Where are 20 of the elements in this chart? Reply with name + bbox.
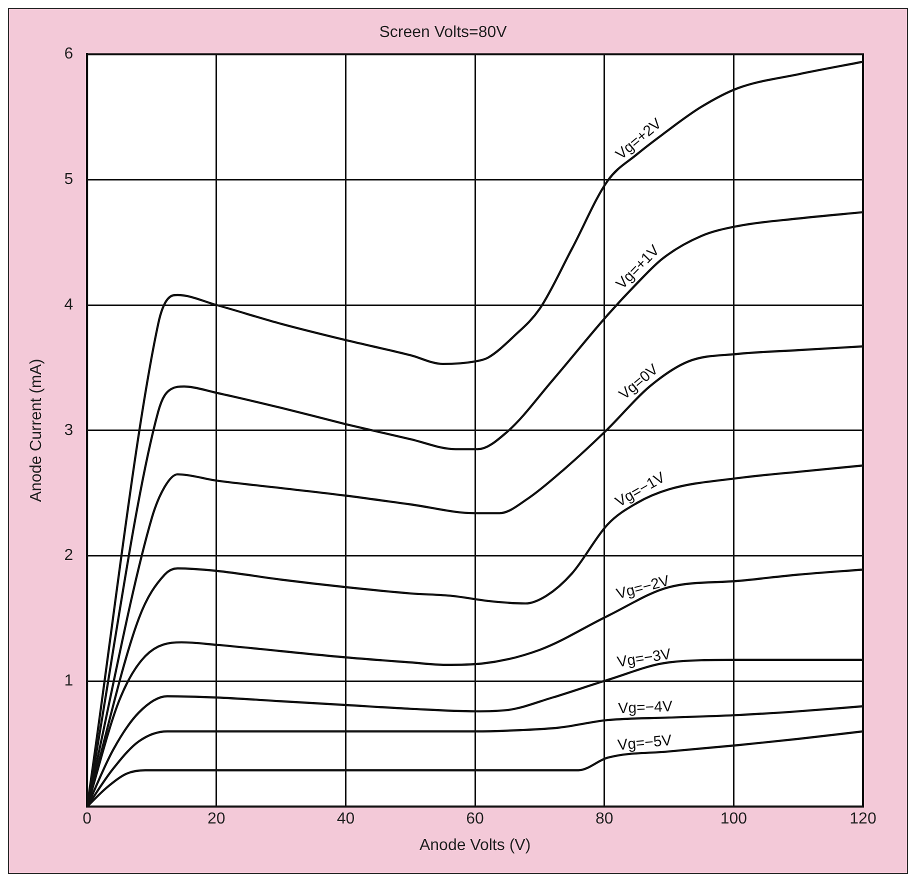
y-tick-label: 6 [64, 46, 74, 63]
series-label: Vg=−4V [618, 698, 673, 718]
x-tick-label: 120 [850, 810, 876, 828]
text: Vg=−3V [616, 646, 672, 671]
x-tick-label: 100 [720, 810, 748, 828]
x-tick-label: 40 [336, 810, 355, 828]
x-tick-label: 0 [82, 810, 92, 828]
y-tick-label: 4 [64, 296, 74, 314]
text: Vg=−5V [616, 732, 672, 754]
y-tick-label: 1 [64, 672, 74, 690]
y-tick-label: 2 [64, 547, 74, 564]
x-tick-label: 80 [595, 810, 614, 828]
x-tick-label: 60 [466, 810, 484, 828]
y-tick-label: 5 [64, 171, 74, 188]
text: Vg=−2V [614, 572, 672, 603]
chart-title: Screen Volts=80V [379, 24, 508, 42]
y-tick-label: 3 [64, 422, 74, 439]
x-tick-label: 20 [208, 810, 226, 828]
y-axis-title: Anode Current (mA) [28, 358, 46, 502]
x-axis-title: Anode Volts (V) [419, 836, 531, 854]
